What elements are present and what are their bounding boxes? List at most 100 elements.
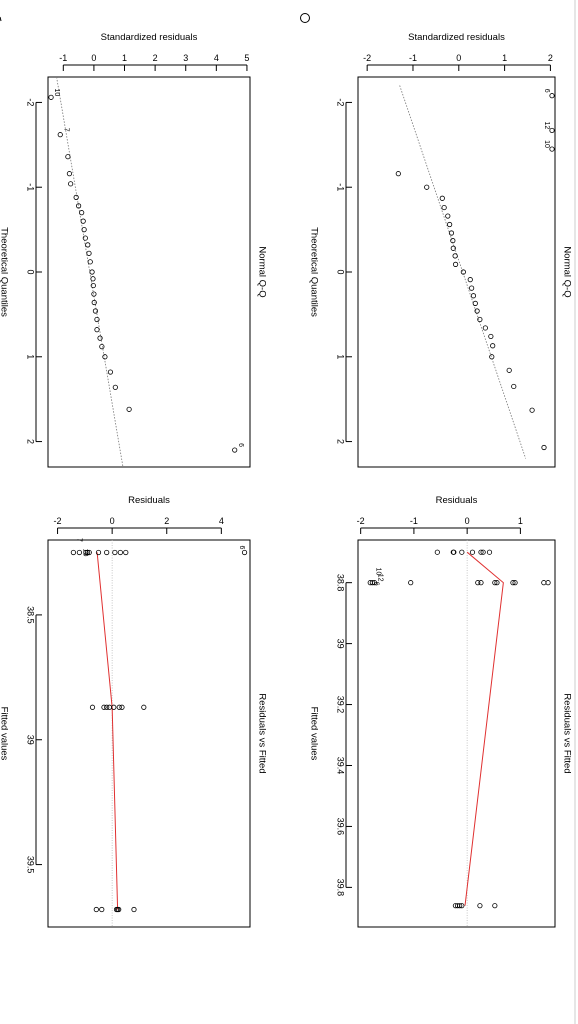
y-tick-label: 4 [219,516,224,526]
y-tick-label: 5 [244,53,249,63]
y-tick-label: 0 [456,53,461,63]
data-point [434,549,440,555]
data-point [73,194,79,200]
data-point [459,549,465,555]
data-point [90,282,96,289]
x-tick-label: 39 [336,639,346,649]
point-label: 6 [237,443,244,447]
point-label: 6 [238,546,245,550]
data-point [541,580,547,586]
x-axis-label: Theoretical Quantiles [308,227,319,317]
data-point [512,580,518,586]
data-point [439,195,445,201]
chart-title: Normal Q-Q [561,246,572,297]
data-point [510,580,516,586]
left-edge-tick [0,16,2,22]
data-point [97,335,103,341]
point-label: 10 [53,88,60,96]
y-axis-label: Standardized residuals [408,32,505,43]
data-point [81,227,87,233]
point-label: 7 [62,128,69,132]
data-point [541,444,547,451]
data-point [90,276,96,282]
point-label: 12 [377,574,384,582]
y-tick-label: 1 [122,53,127,63]
data-point [492,903,498,909]
y-tick-label: 3 [183,53,188,63]
data-point [84,549,91,556]
point-label: 12 [543,122,550,130]
x-tick-label: 39.6 [336,818,346,836]
y-tick-label: -1 [59,53,67,63]
data-point [441,204,447,211]
data-point [80,218,86,224]
data-point [89,269,95,275]
x-tick-label: 1 [336,354,346,359]
data-point [474,308,480,314]
data-point [101,704,107,710]
x-tick-label: 2 [336,439,346,444]
chart-title: Residuals vs Fitted [561,693,572,773]
data-point [482,325,488,331]
data-point [467,277,473,283]
x-axis-label: Fitted values [0,707,9,761]
data-point [472,300,478,306]
data-point [477,903,483,909]
data-point [494,580,500,586]
y-tick-label: 1 [518,516,523,526]
data-point [480,549,486,555]
data-point [87,259,93,265]
y-tick-label: 0 [91,53,96,63]
y-tick-label: 4 [214,53,219,63]
x-tick-label: 39.8 [336,879,346,897]
data-point [119,704,125,710]
y-tick-label: -1 [410,516,418,526]
data-point [529,407,535,413]
panel-rvf-left: -2 0 2 4 38.5 39 39.5 Residuals Fitted values Res… [0,495,267,928]
plot-frame [357,539,556,928]
data-point [123,549,129,556]
data-point [86,250,92,256]
y-axis-label: Standardized residuals [101,32,198,43]
data-point [112,384,118,390]
x-tick-label: 0 [26,269,36,274]
y-tick-label: 2 [153,53,158,63]
y-axis-label: Residuals [436,495,478,506]
data-point [241,549,248,556]
data-point [93,906,99,913]
data-point [116,704,122,710]
data-point [104,704,110,710]
data-point [408,580,414,586]
y-tick-label: 1 [502,53,507,63]
data-point [82,235,88,241]
data-point [232,447,238,453]
data-point [95,549,102,556]
x-tick-label: 38.8 [336,574,346,592]
data-point [99,344,105,350]
data-point [490,343,496,349]
panel-rvf-right: -2 -1 0 1 38.8 39 39.2 39.4 39.6 39.8 Residuals Fit… [308,495,572,928]
data-point [488,333,494,340]
x-tick-label: 39.5 [26,856,36,874]
point-label: 10 [82,549,89,557]
data-point [450,238,456,244]
data-point [131,906,137,913]
x-tick-label: -2 [336,98,346,106]
data-point [79,210,85,216]
data-point [106,704,113,710]
data-point [452,253,458,259]
data-point [475,580,481,586]
data-point [112,549,118,556]
data-point [545,580,551,586]
x-tick-label: 1 [26,354,36,359]
data-point [117,549,123,556]
data-point [86,549,92,556]
data-point [492,580,498,586]
data-point [102,354,108,360]
y-axis-label: Residuals [128,495,170,506]
data-point [447,221,453,228]
point-label: 10 [375,568,382,576]
data-point [91,291,97,297]
data-point [104,549,110,556]
y-tick-label: -1 [409,53,417,63]
